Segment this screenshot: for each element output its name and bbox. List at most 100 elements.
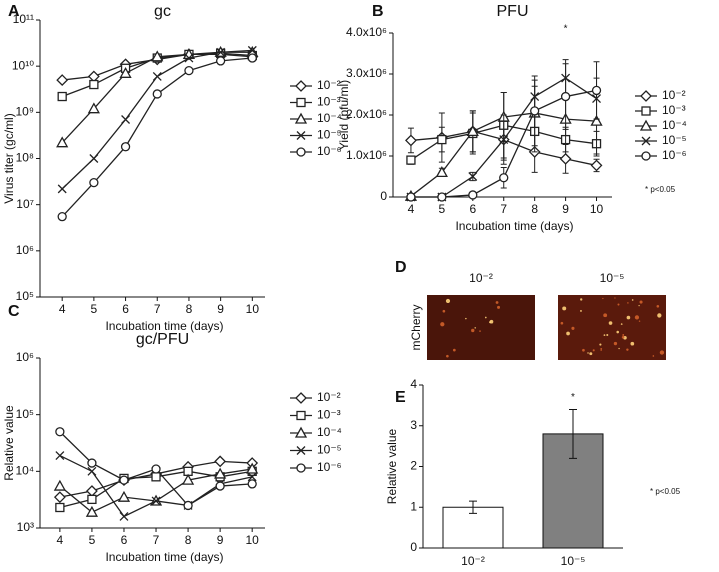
marker (89, 154, 99, 163)
fluorescent-spot (489, 319, 494, 324)
x-tick-label: 5 (91, 302, 98, 316)
marker (85, 505, 99, 517)
x-tick-label: 10 (246, 302, 260, 316)
x-tick-label: 10⁻⁵ (561, 554, 586, 568)
fluorescent-spot (621, 335, 625, 339)
y-tick-label: 2 (410, 459, 417, 473)
marker (89, 177, 99, 188)
fluorescent-spot (474, 327, 476, 329)
fluorescent-spot (582, 348, 585, 352)
legend-marker (640, 90, 652, 102)
marker (181, 473, 195, 485)
fluorescent-spot (631, 299, 634, 301)
legend-label: 10⁻² (317, 390, 341, 404)
fluorescent-spot (626, 315, 631, 320)
marker (87, 102, 100, 114)
fluorescent-spot (639, 300, 643, 304)
legend-label: 10⁻⁵ (317, 443, 342, 457)
legend-marker (296, 446, 306, 455)
legend-marker (295, 80, 307, 92)
x-tick-label: 10 (590, 202, 604, 216)
x-tick-label: 8 (531, 202, 538, 216)
y-axis-label: Yield (pfu/ml) (337, 80, 351, 150)
marker (57, 91, 67, 102)
legend-marker (641, 106, 651, 116)
fluorescent-spot (589, 352, 593, 356)
y-tick-label: 10⁹ (16, 105, 35, 119)
legend-label: 10⁻⁴ (317, 111, 342, 125)
annotation: * (571, 392, 575, 403)
marker (57, 212, 67, 222)
marker (152, 89, 162, 99)
annotation: * (564, 24, 568, 35)
fluorescent-spot (440, 322, 445, 327)
fluorescent-spot (626, 348, 629, 351)
panel-letter: B (372, 3, 384, 20)
y-tick-label: 0 (410, 540, 417, 554)
marker (53, 479, 66, 491)
y-tick-label: 10⁵ (16, 289, 34, 303)
y-axis-label: Relative value (385, 428, 399, 504)
legend-marker (295, 392, 307, 404)
fluorescent-spot (613, 341, 618, 346)
marker (151, 496, 161, 506)
fluorescent-spot (634, 315, 640, 320)
legend-label: 10⁻² (317, 78, 341, 92)
y-tick-label: 3 (410, 418, 417, 432)
legend-label: 10⁻⁶ (317, 144, 342, 158)
marker (559, 152, 572, 165)
x-axis-label: Incubation time (days) (455, 219, 573, 233)
y-tick-label: 2.0x10⁶ (346, 107, 387, 121)
legend-marker (639, 119, 653, 131)
y-tick-label: 1 (410, 499, 417, 513)
marker (499, 135, 509, 145)
marker (405, 134, 417, 147)
legend-marker (296, 131, 306, 140)
legend-marker (296, 463, 306, 473)
image-label: 10⁻² (469, 271, 493, 285)
micrograph (558, 295, 666, 360)
fluorescent-spot (571, 326, 575, 330)
fluorescent-spot (616, 330, 620, 334)
fluorescent-spot (484, 316, 487, 319)
marker (151, 50, 164, 62)
marker (151, 472, 161, 482)
fluorescent-spot (580, 298, 583, 301)
fluorescent-spot (606, 334, 609, 337)
marker (215, 56, 226, 66)
legend-label: 10⁻² (662, 88, 686, 102)
fluorescent-spot (630, 341, 635, 346)
marker (499, 173, 509, 183)
marker (184, 65, 194, 76)
legend-label: 10⁻⁵ (317, 128, 342, 142)
marker (437, 134, 447, 145)
x-tick-label: 4 (59, 302, 66, 316)
fluorescent-spot (620, 323, 623, 325)
series (406, 61, 602, 202)
note: * p<0.05 (650, 487, 681, 496)
x-axis-label: Incubation time (days) (105, 319, 223, 333)
legend-marker (641, 151, 651, 161)
chart-title: PFU (497, 3, 529, 20)
y-tick-label: 10⁷ (16, 197, 34, 211)
series (57, 45, 257, 194)
marker (183, 500, 193, 511)
marker (119, 66, 132, 78)
marker (56, 74, 69, 86)
marker (468, 172, 478, 181)
marker (406, 192, 416, 202)
marker (55, 427, 65, 437)
x-tick-label: 9 (562, 202, 569, 216)
fluorescent-spot (656, 305, 660, 308)
marker (87, 458, 97, 468)
chart-title: gc (154, 3, 171, 20)
y-axis-label: Virus titer (gc/ml) (2, 113, 16, 203)
x-tick-label: 6 (121, 533, 128, 547)
image-row-label: mCherry (409, 304, 423, 350)
marker (119, 475, 129, 485)
note: * p<0.05 (645, 185, 676, 194)
marker (406, 155, 416, 165)
marker (151, 464, 161, 474)
legend-marker (296, 147, 306, 157)
